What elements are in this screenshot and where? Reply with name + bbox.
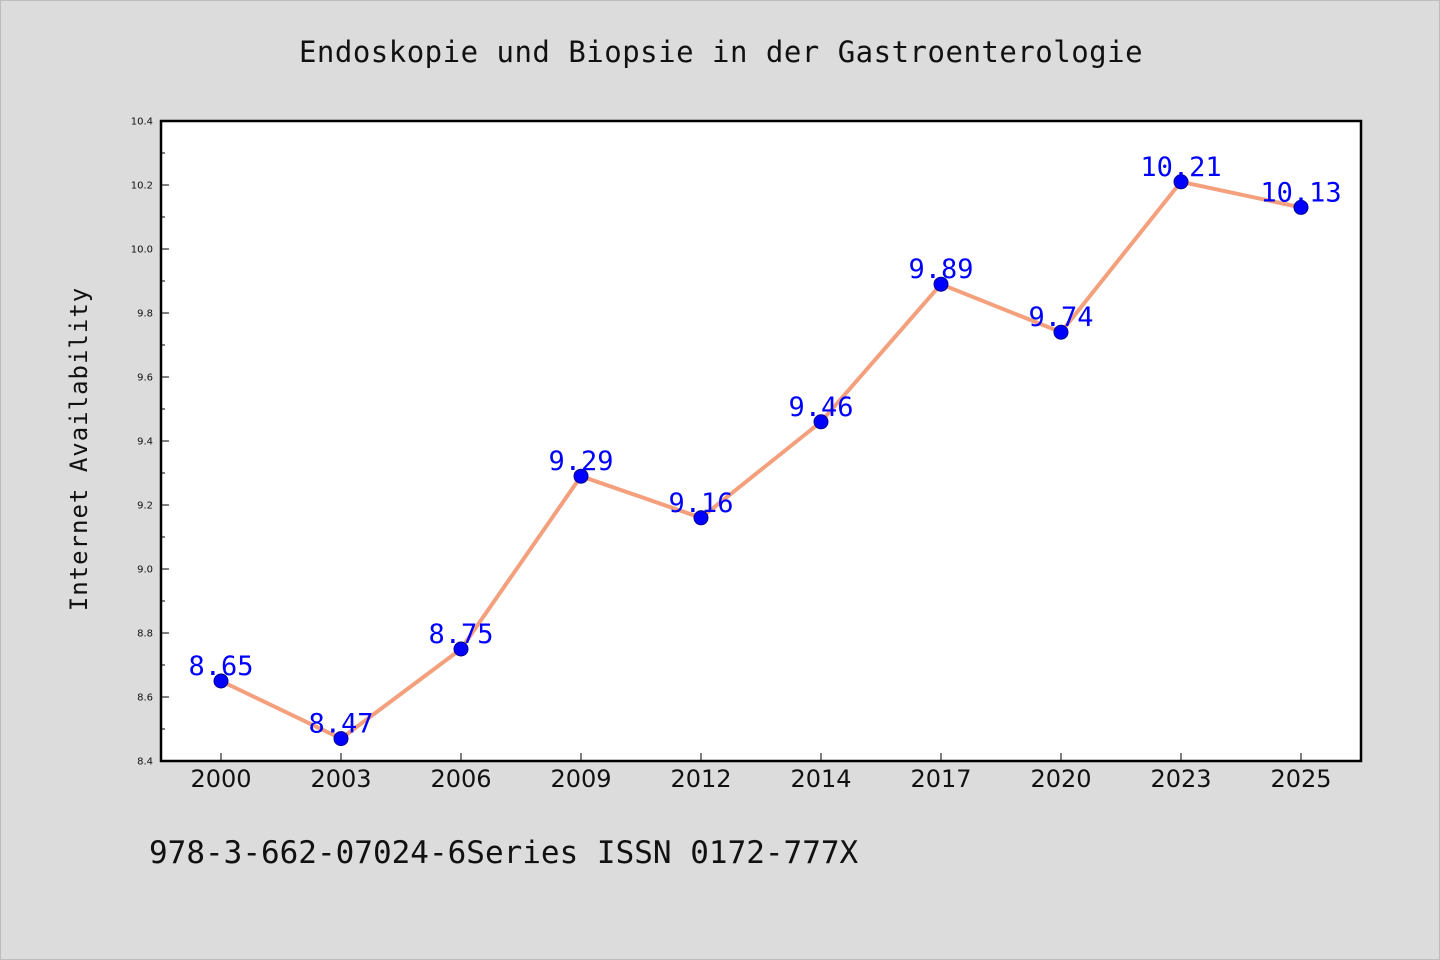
data-label: 10.13 [1260, 177, 1341, 208]
data-label: 9.29 [548, 446, 613, 477]
series-line [220, 179, 1302, 741]
data-point [453, 641, 469, 657]
y-tick-label: 9.8 [137, 309, 153, 320]
chart-title: Endoskopie und Biopsie in der Gastroente… [298, 35, 1144, 69]
y-axis: 8.4 8.6 8.8 9.0 9.2 9.4 9.6 9.8 10.0 10.2 10.4 [131, 117, 169, 768]
data-point [1293, 199, 1309, 215]
x-tick-label: 2020 [1030, 765, 1091, 793]
y-tick-label: 10.2 [131, 181, 153, 192]
data-label: 8.65 [188, 651, 253, 682]
x-tick-label: 2000 [190, 765, 251, 793]
y-tick-label: 8.6 [137, 693, 153, 704]
data-point [1053, 324, 1069, 340]
y-tick-label: 8.4 [137, 757, 153, 768]
x-tick-label: 2023 [1150, 765, 1211, 793]
data-label: 8.47 [308, 709, 373, 740]
plot-border [159, 119, 1363, 763]
data-point [573, 468, 589, 484]
x-tick-label: 2003 [310, 765, 371, 793]
y-tick-label: 9.0 [137, 565, 153, 576]
y-tick-label: 8.8 [137, 629, 153, 640]
footer-text: 978-3-662-07024-6Series ISSN 0172-777X [149, 835, 859, 871]
x-tick-label: 2017 [910, 765, 971, 793]
y-tick-label: 10.4 [131, 117, 153, 128]
y-tick-label: 9.2 [137, 501, 153, 512]
x-tick-label: 2025 [1270, 765, 1331, 793]
data-labels: 8.65 8.47 8.75 9.29 9.16 9.46 9.89 9.74 10.21 10.… [188, 152, 1341, 740]
y-axis-label: Internet Availability [65, 287, 93, 611]
x-tick-label: 2006 [430, 765, 491, 793]
data-markers [213, 174, 1309, 747]
x-tick-label: 2014 [790, 765, 851, 793]
data-label: 9.16 [668, 488, 733, 519]
data-point [333, 731, 349, 747]
data-label: 9.46 [788, 392, 853, 423]
data-point [693, 510, 709, 526]
data-point [813, 414, 829, 430]
x-axis: 2000 2003 2006 2009 2012 2014 2017 2020 2023 2025 [190, 753, 1332, 793]
y-tick-label: 9.6 [137, 373, 153, 384]
y-tick-label: 10.0 [131, 245, 153, 256]
data-point [1173, 174, 1189, 190]
data-point [933, 276, 949, 292]
data-point [213, 673, 229, 689]
data-label: 9.74 [1028, 302, 1093, 333]
plot-area [161, 121, 1361, 761]
x-tick-label: 2012 [670, 765, 731, 793]
data-label: 9.89 [908, 254, 973, 285]
data-label: 10.21 [1140, 152, 1221, 183]
x-tick-label: 2009 [550, 765, 611, 793]
data-label: 8.75 [428, 619, 493, 650]
y-tick-label: 9.4 [137, 437, 153, 448]
